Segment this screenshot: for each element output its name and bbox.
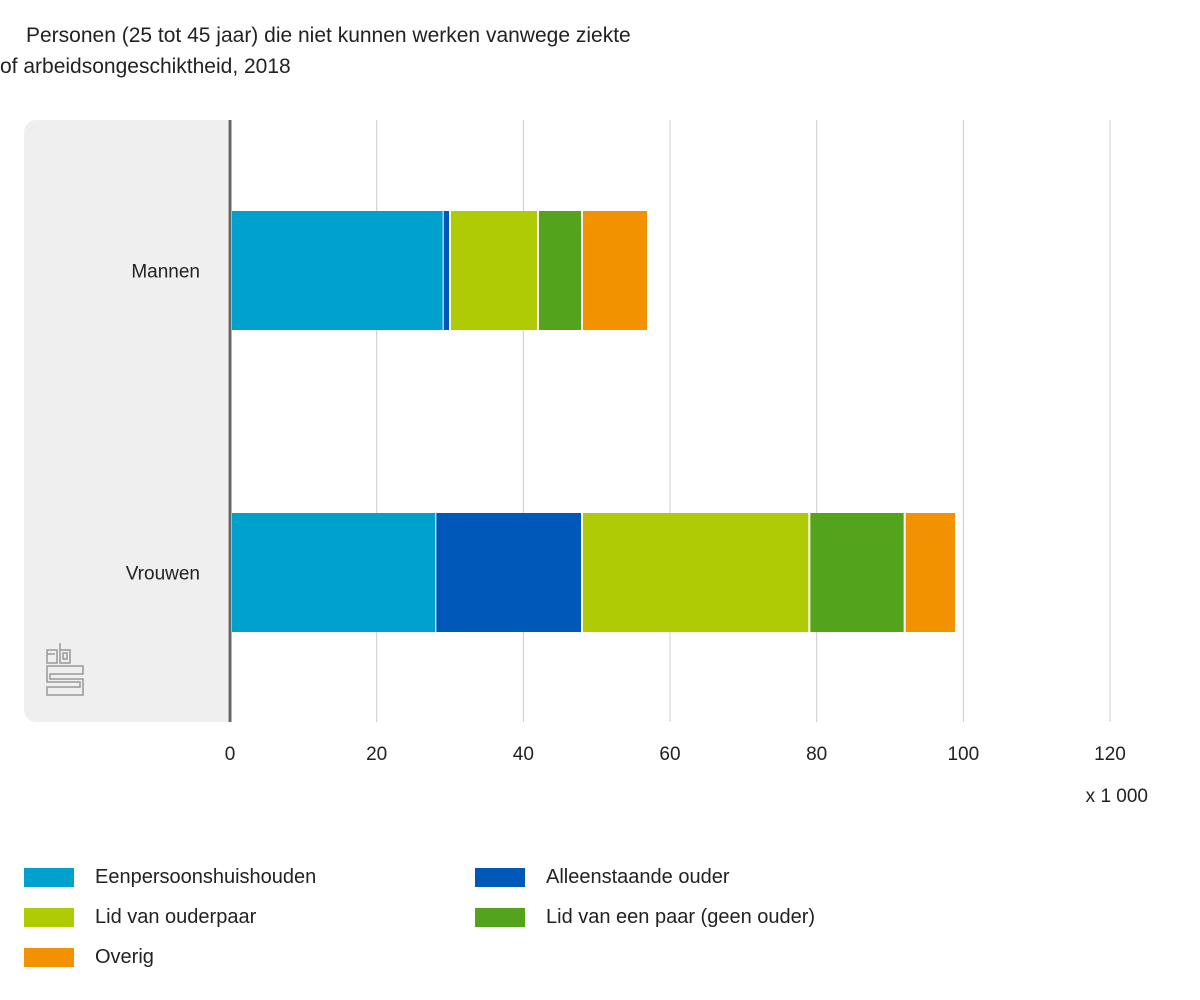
legend-swatch [24,948,74,967]
legend-item: Eenpersoonshuishouden [24,866,316,889]
legend-label: Lid van een paar (geen ouder) [546,906,816,928]
legend-label: Lid van ouderpaar [95,906,257,928]
bar-segment [539,211,581,330]
category-label: Vrouwen [126,564,200,585]
legend-item: Lid van ouderpaar [24,906,256,929]
title-line-1: Personen (25 tot 45 jaar) die niet kunne… [26,24,631,47]
x-tick-label: 60 [659,744,680,765]
bar-segment [583,211,647,330]
legend-item: Overig [24,946,154,969]
bar-segment [436,513,581,632]
x-unit-label: x 1 000 [1086,786,1148,807]
chart-title: Personen (25 tot 45 jaar) die niet kunne… [0,20,631,82]
bar-segment [232,513,436,632]
x-tick-label: 80 [806,744,827,765]
title-line-2: of arbeidsongeschiktheid, 2018 [0,55,291,78]
x-tick-label: 100 [947,744,979,765]
legend-label: Overig [95,946,154,968]
x-tick-label: 120 [1094,744,1126,765]
legend-swatch [475,868,525,887]
legend-item: Lid van een paar (geen ouder) [475,906,815,929]
bar-segment [451,211,537,330]
category-label: Mannen [131,262,200,283]
legend-swatch [475,908,525,927]
legend-item: Alleenstaande ouder [475,866,729,889]
bar-segment [232,211,443,330]
bar-segment [905,513,955,632]
category-panel [24,120,244,722]
x-tick-label: 40 [513,744,534,765]
x-tick-label: 0 [225,744,236,765]
x-tick-label: 20 [366,744,387,765]
legend-swatch [24,868,74,887]
legend-swatch [24,908,74,927]
bar-segment [583,513,809,632]
legend-label: Eenpersoonshuishouden [95,866,317,888]
bar-segment [810,513,904,632]
legend-label: Alleenstaande ouder [546,866,730,888]
cbs-logo-icon [46,643,84,696]
bar-segment [443,211,449,330]
